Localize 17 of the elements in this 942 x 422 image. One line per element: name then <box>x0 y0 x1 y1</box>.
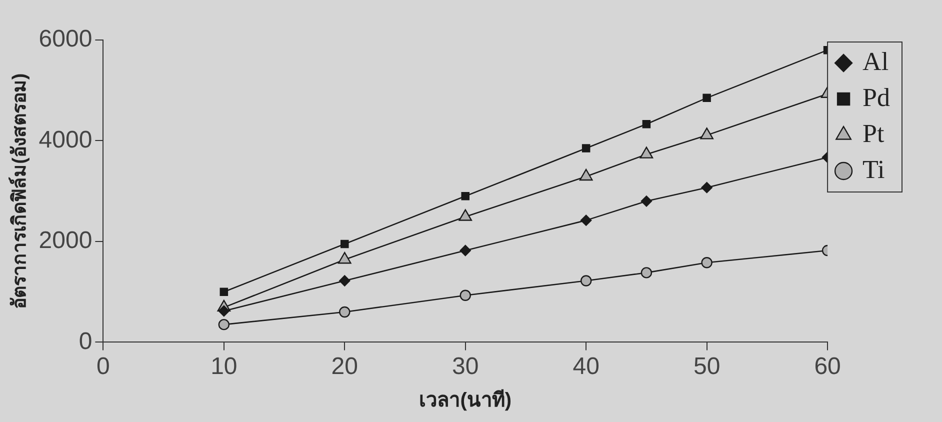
y-axis-title: อัตราการเกิดฟิล์ม(อังสตรอม) <box>8 73 31 309</box>
legend-label: Ti <box>862 154 885 184</box>
y-tick-label: 0 <box>78 328 92 355</box>
x-tick-label: 20 <box>331 353 358 380</box>
y-tick-label: 2000 <box>38 227 92 254</box>
x-tick-label: 0 <box>96 353 110 380</box>
legend-label: Pt <box>862 118 885 148</box>
y-tick-label: 4000 <box>38 126 92 154</box>
x-tick-label: 10 <box>210 353 238 380</box>
legend-label: Al <box>862 46 889 76</box>
x-tick-label: 40 <box>572 353 600 380</box>
x-tick-label: 50 <box>693 353 720 380</box>
legend-label: Pd <box>862 82 890 112</box>
x-tick-label: 30 <box>452 353 479 380</box>
x-axis-title: เวลา(นาที) <box>419 388 512 412</box>
y-tick-label: 6000 <box>38 26 92 53</box>
x-tick-label: 60 <box>814 353 841 380</box>
